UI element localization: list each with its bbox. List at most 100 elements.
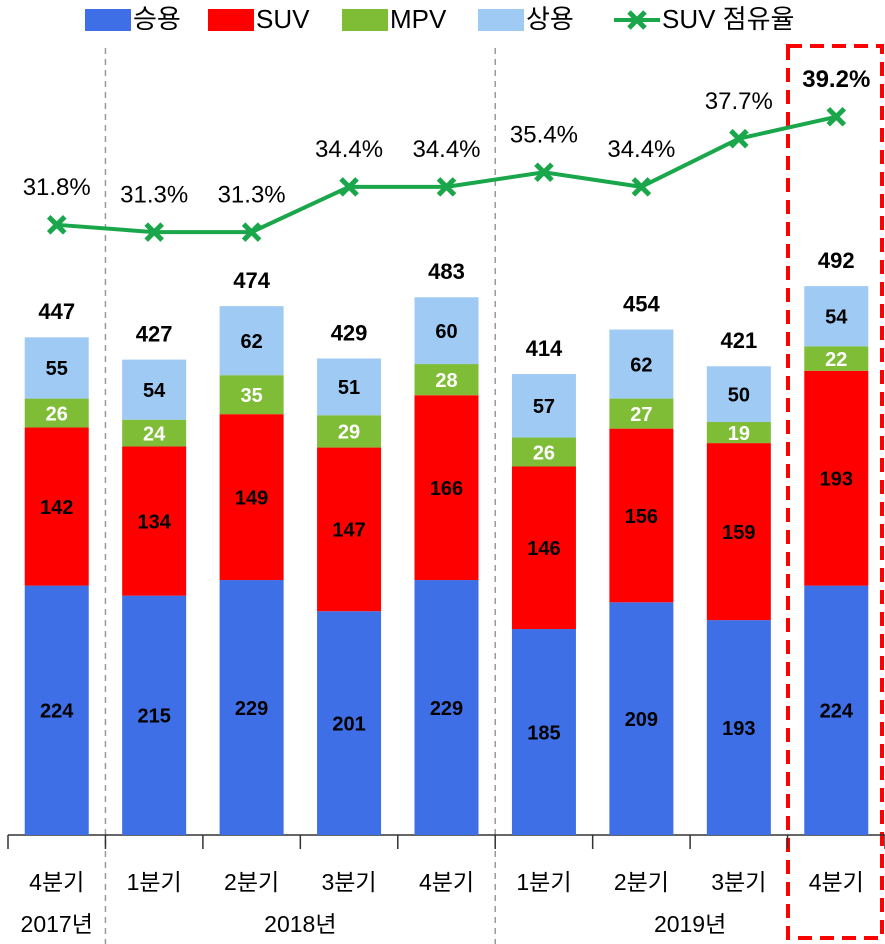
legend-label: MPV	[390, 4, 447, 34]
bar-segment	[511, 374, 576, 438]
x-tick-label: 4분기	[419, 869, 474, 895]
value-label: 62	[630, 354, 652, 376]
bar-segment	[804, 370, 869, 586]
share-line	[56, 114, 837, 235]
bar-segment	[511, 629, 576, 835]
value-label: 27	[630, 404, 652, 426]
bar-segment	[804, 286, 869, 347]
x-tick-label: 4분기	[809, 869, 864, 895]
x-tick-label: 3분기	[321, 869, 376, 895]
share-marker	[339, 177, 359, 197]
legend-swatch	[85, 9, 131, 31]
value-label: 26	[46, 403, 68, 425]
bar-segment	[706, 421, 771, 444]
value-label: 51	[338, 377, 360, 399]
bar-segment	[122, 446, 187, 596]
bar-segment	[317, 358, 382, 416]
value-label: 149	[235, 487, 268, 509]
share-label: 35.4%	[510, 122, 578, 149]
value-label: 22	[825, 349, 847, 371]
value-label: 142	[40, 497, 73, 519]
x-tick-label: 1분기	[516, 869, 571, 895]
share-marker	[826, 107, 847, 127]
share-label: 34.4%	[315, 136, 383, 163]
value-label: 159	[722, 522, 755, 544]
x-tick-label: 3분기	[711, 869, 766, 895]
legend-label: SUV 점유율	[662, 4, 794, 34]
legend-marker	[627, 10, 647, 30]
bar-segment	[804, 346, 869, 371]
bar-segment	[24, 585, 89, 835]
bar-segment	[511, 466, 576, 630]
share-marker	[144, 222, 164, 242]
total-label: 474	[233, 268, 270, 293]
legend-swatch	[478, 9, 524, 31]
x-tick-label: 4분기	[29, 869, 84, 895]
total-label: 427	[136, 321, 173, 346]
bar-segment	[414, 395, 479, 581]
value-label: 50	[728, 384, 750, 406]
bar-segment	[706, 366, 771, 422]
value-label: 60	[435, 321, 457, 343]
bar-segment	[804, 585, 869, 835]
legend-swatch	[342, 9, 388, 31]
value-label: 166	[430, 478, 463, 500]
value-label: 209	[625, 709, 658, 731]
legend-label: 상용	[526, 4, 574, 34]
value-label: 54	[825, 306, 848, 328]
bar-segment	[24, 337, 89, 399]
share-marker	[436, 177, 457, 197]
group-label: 2018년	[264, 911, 336, 937]
value-label: 26	[533, 442, 555, 464]
share-marker	[241, 222, 262, 242]
bar-segment	[317, 447, 382, 612]
value-label: 57	[533, 396, 555, 418]
bar-segment	[317, 415, 382, 448]
bar-segment	[24, 398, 89, 428]
bar-segment	[219, 306, 284, 376]
total-label: 454	[623, 291, 660, 316]
bar-segment	[706, 620, 771, 835]
bar-segment	[122, 419, 187, 447]
bar-segment	[511, 437, 576, 467]
value-label: 156	[625, 506, 658, 528]
value-label: 201	[332, 713, 365, 735]
bar-segment	[609, 428, 674, 603]
value-label: 224	[40, 701, 74, 723]
x-tick-label: 1분기	[127, 869, 182, 895]
value-label: 134	[137, 511, 171, 533]
total-label: 421	[720, 328, 757, 353]
value-label: 24	[143, 423, 166, 445]
share-label: 31.3%	[218, 181, 286, 208]
bar-segment	[219, 414, 284, 581]
value-label: 185	[527, 722, 560, 744]
value-label: 224	[820, 701, 854, 723]
share-label: 34.4%	[412, 136, 480, 163]
value-label: 229	[235, 698, 268, 720]
x-tick-label: 2분기	[224, 869, 279, 895]
group-label: 2019년	[654, 911, 726, 937]
value-label: 147	[332, 520, 365, 542]
x-tick-label: 2분기	[614, 869, 669, 895]
total-label: 483	[428, 259, 465, 284]
bar-segment	[706, 443, 771, 621]
bar-segment	[122, 595, 187, 835]
share-marker	[729, 128, 749, 149]
total-label: 429	[331, 320, 368, 345]
share-marker	[534, 162, 554, 183]
bar-segment	[317, 611, 382, 835]
bar-segment	[219, 375, 284, 415]
bar-segment	[219, 580, 284, 835]
bar-segment	[24, 427, 89, 586]
value-label: 146	[527, 538, 560, 560]
legend-label: 승용	[133, 4, 181, 34]
share-label: 39.2%	[802, 66, 870, 93]
share-marker	[46, 215, 67, 235]
share-label: 37.7%	[705, 88, 773, 115]
value-label: 193	[820, 468, 853, 490]
total-label: 414	[526, 336, 563, 361]
share-label: 31.8%	[23, 174, 91, 201]
bar-segment	[414, 580, 479, 835]
share-label: 31.3%	[120, 181, 188, 208]
value-label: 54	[143, 380, 166, 402]
